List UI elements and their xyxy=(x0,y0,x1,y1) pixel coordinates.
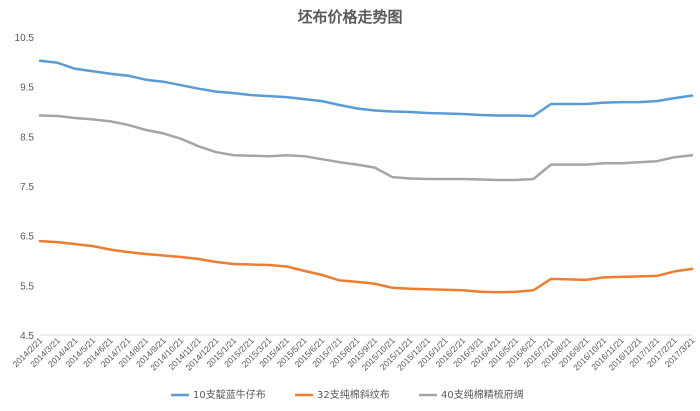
series-line-2 xyxy=(38,239,694,294)
y-tick-label: 10.5 xyxy=(15,33,35,44)
series-layer xyxy=(38,59,694,294)
y-tick-label: 7.5 xyxy=(20,182,34,193)
legend-label: 10支靛蓝牛仔布 xyxy=(193,388,266,401)
y-tick-label: 5.5 xyxy=(20,281,34,292)
legend-label: 40支纯棉精梳府绸 xyxy=(441,388,524,401)
series-line-3 xyxy=(38,114,694,182)
y-tick-label: 4.5 xyxy=(20,331,34,342)
x-axis: 2014/2/212014/3/212014/4/212014/5/212014… xyxy=(11,334,697,372)
series-line-1 xyxy=(38,59,694,118)
legend: 10支靛蓝牛仔布 32支纯棉斜纹布 40支纯棉精梳府绸 xyxy=(171,388,524,401)
chart-title: 坯布价格走势图 xyxy=(297,8,403,26)
y-tick-label: 9.5 xyxy=(20,83,34,94)
y-axis: 10.5 9.5 8.5 7.5 6.5 5.5 4.5 xyxy=(15,33,35,342)
legend-label: 32支纯棉斜纹布 xyxy=(317,388,390,401)
y-tick-label: 8.5 xyxy=(20,132,34,143)
y-tick-label: 6.5 xyxy=(20,232,34,243)
